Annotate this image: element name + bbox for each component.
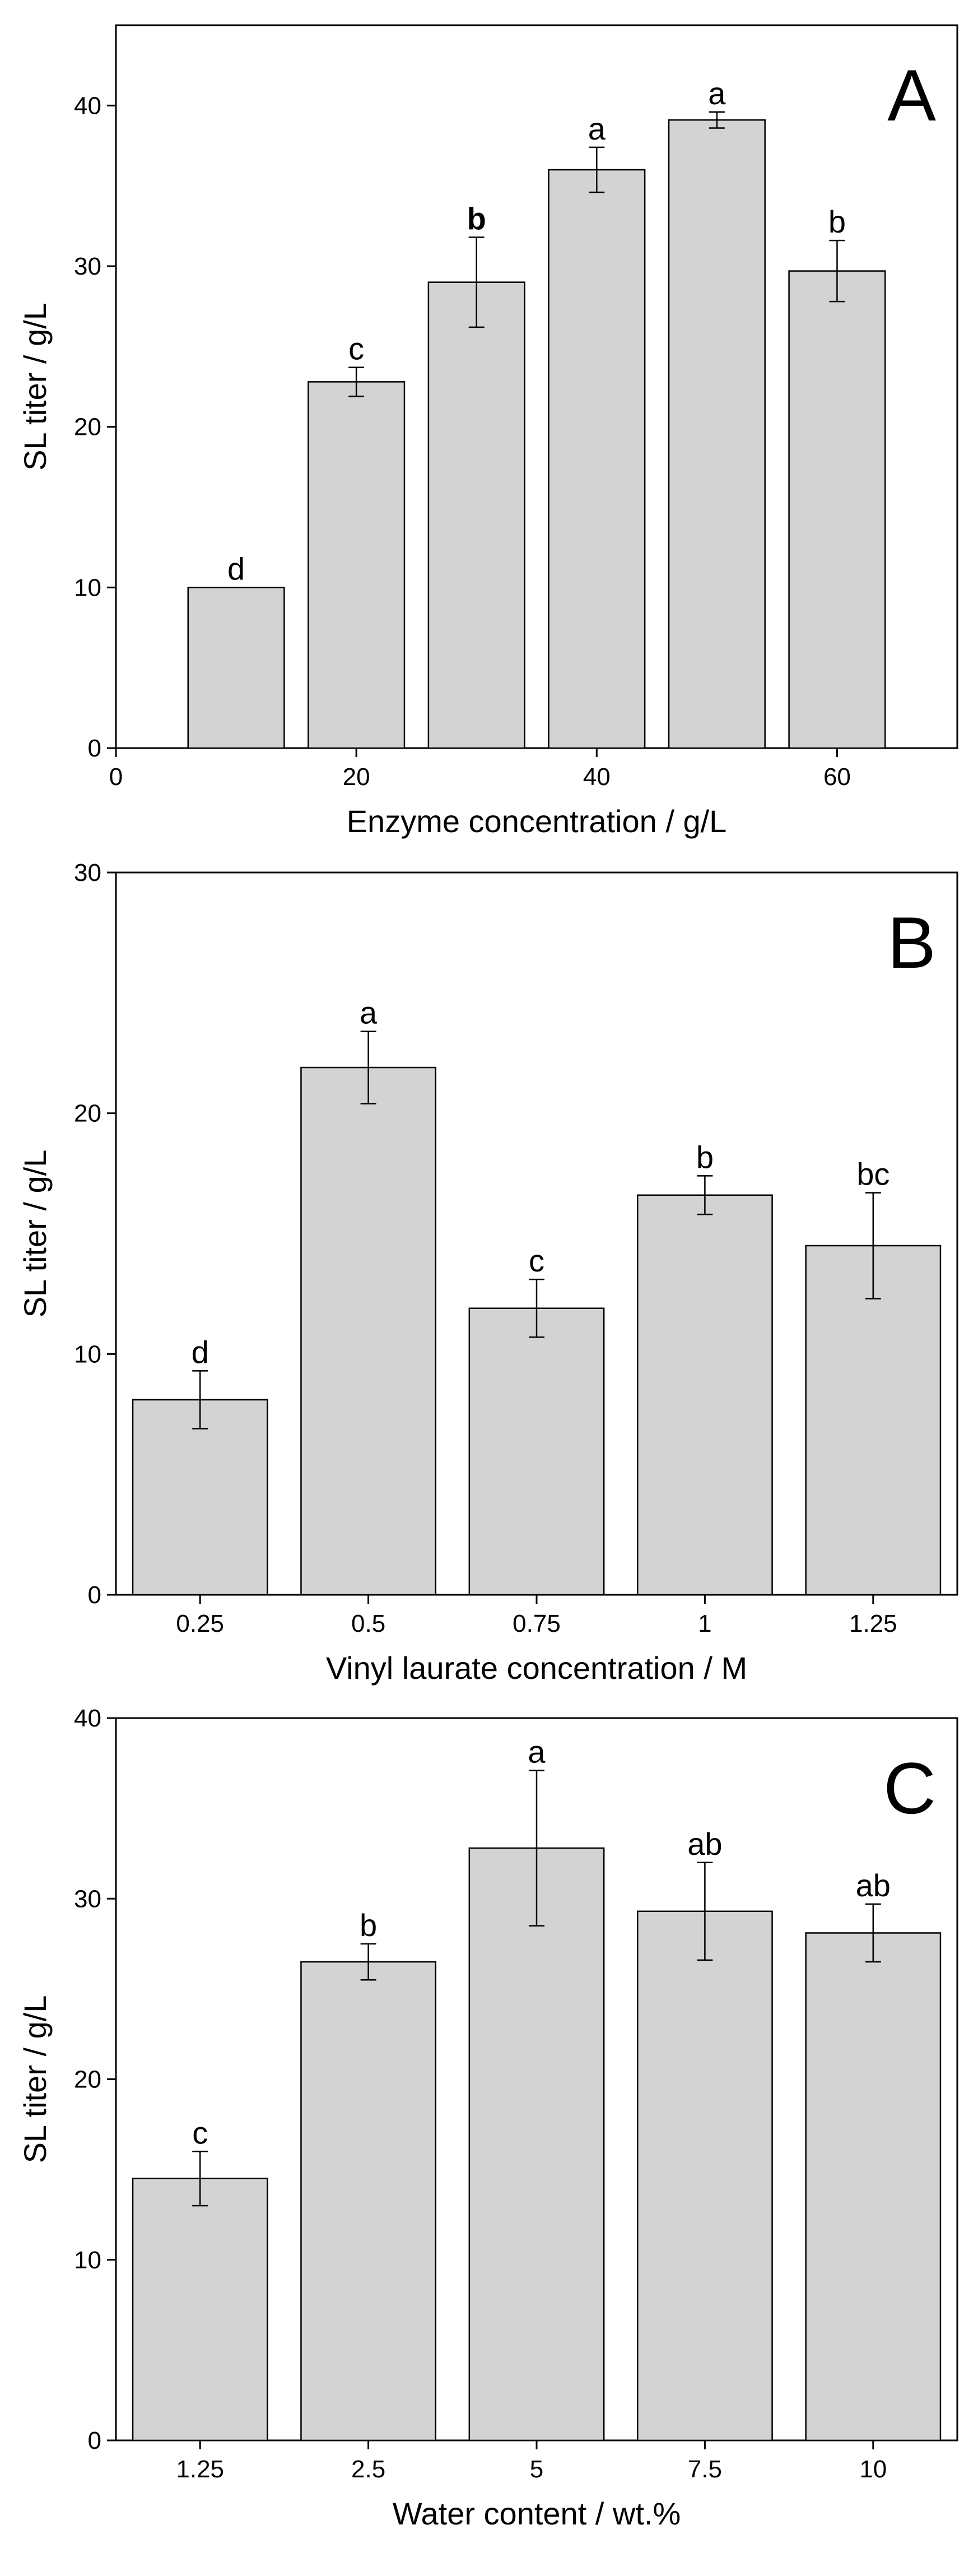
significance-label: a bbox=[360, 995, 378, 1031]
bar bbox=[427, 281, 525, 749]
significance-label: a bbox=[708, 76, 726, 111]
y-tick-label: 40 bbox=[74, 92, 101, 119]
y-tick-label: 20 bbox=[74, 414, 101, 441]
y-tick-label: 0 bbox=[88, 1581, 101, 1609]
significance-label: b bbox=[828, 204, 846, 239]
significance-label: d bbox=[192, 1334, 209, 1370]
significance-label: a bbox=[588, 111, 606, 146]
y-axis-label: SL titer / g/L bbox=[17, 303, 53, 471]
significance-label: d bbox=[227, 551, 245, 586]
y-tick-label: 30 bbox=[74, 859, 101, 886]
panel-c: 0 10 20 30 40 1.25 2.5 5 7.5 10 c b a ab ab C Water cont… bbox=[17, 1705, 958, 2531]
significance-label: c bbox=[192, 2115, 208, 2150]
significance-label: b bbox=[360, 1907, 377, 1943]
x-tick-label: 0.75 bbox=[513, 1610, 561, 1637]
significance-label: c bbox=[529, 1243, 544, 1278]
x-tick-label: 1.25 bbox=[849, 1610, 897, 1637]
plot-frame bbox=[115, 24, 958, 749]
x-axis-label: Enzyme concentration / g/L bbox=[347, 804, 727, 839]
y-tick-label: 10 bbox=[74, 2247, 101, 2274]
y-tick-label: 0 bbox=[88, 2427, 101, 2454]
x-tick-label: 60 bbox=[823, 763, 851, 791]
y-axis-label: SL titer / g/L bbox=[17, 1995, 53, 2164]
bar bbox=[805, 1932, 942, 2442]
bar bbox=[636, 1910, 773, 2442]
bar bbox=[788, 270, 886, 749]
x-tick-label: 40 bbox=[583, 763, 611, 791]
y-tick-label: 10 bbox=[74, 1340, 101, 1368]
x-tick-label: 0.25 bbox=[176, 1610, 224, 1637]
panel-letter: C bbox=[883, 1747, 936, 1829]
x-tick-label: 5 bbox=[530, 2456, 543, 2483]
bar bbox=[468, 1847, 605, 2442]
significance-label: c bbox=[348, 331, 364, 366]
y-tick-label: 20 bbox=[74, 1100, 101, 1127]
bar bbox=[187, 587, 285, 749]
significance-label: ab bbox=[687, 1826, 722, 1862]
bar bbox=[668, 119, 766, 749]
x-tick-label: 0 bbox=[109, 763, 123, 791]
x-tick-label: 7.5 bbox=[688, 2456, 722, 2483]
significance-label: b bbox=[696, 1139, 714, 1175]
y-tick-label: 30 bbox=[74, 1885, 101, 1913]
significance-label: b bbox=[467, 201, 486, 236]
x-axis-label: Vinyl laurate concentration / M bbox=[326, 1650, 747, 1686]
x-axis-label: Water content / wt.% bbox=[393, 2496, 681, 2531]
y-axis-label: SL titer / g/L bbox=[17, 1150, 53, 1318]
significance-label: a bbox=[528, 1734, 546, 1769]
bar bbox=[548, 169, 646, 749]
panel-letter: B bbox=[887, 902, 936, 983]
significance-label: bc bbox=[856, 1156, 889, 1191]
y-tick-label: 20 bbox=[74, 2066, 101, 2094]
significance-label: ab bbox=[856, 1868, 891, 1903]
bar bbox=[805, 1245, 942, 1596]
bar bbox=[636, 1194, 773, 1596]
x-tick-label: 0.5 bbox=[351, 1610, 385, 1637]
x-tick-label: 20 bbox=[343, 763, 370, 791]
x-tick-label: 1.25 bbox=[176, 2456, 224, 2483]
panel-a: 0 10 20 30 40 0 20 40 60 d c b a a b A Enzyme concentrat… bbox=[17, 24, 958, 839]
bar bbox=[468, 1307, 605, 1596]
panel-b: 0 10 20 30 0.25 0.5 0.75 1 1.25 d a c b bc B Vinyl laur… bbox=[17, 859, 958, 1686]
bar bbox=[132, 1399, 268, 1596]
bar bbox=[132, 2178, 268, 2442]
bar bbox=[300, 1066, 437, 1596]
x-tick-label: 1 bbox=[698, 1610, 711, 1637]
x-tick-label: 2.5 bbox=[351, 2456, 385, 2483]
bar bbox=[308, 381, 406, 749]
y-tick-label: 0 bbox=[88, 735, 101, 762]
y-tick-label: 30 bbox=[74, 253, 101, 280]
x-tick-label: 10 bbox=[859, 2456, 887, 2483]
bar bbox=[300, 1961, 437, 2442]
y-tick-label: 10 bbox=[74, 574, 101, 601]
panel-letter: A bbox=[887, 54, 936, 136]
y-tick-label: 40 bbox=[74, 1705, 101, 1732]
